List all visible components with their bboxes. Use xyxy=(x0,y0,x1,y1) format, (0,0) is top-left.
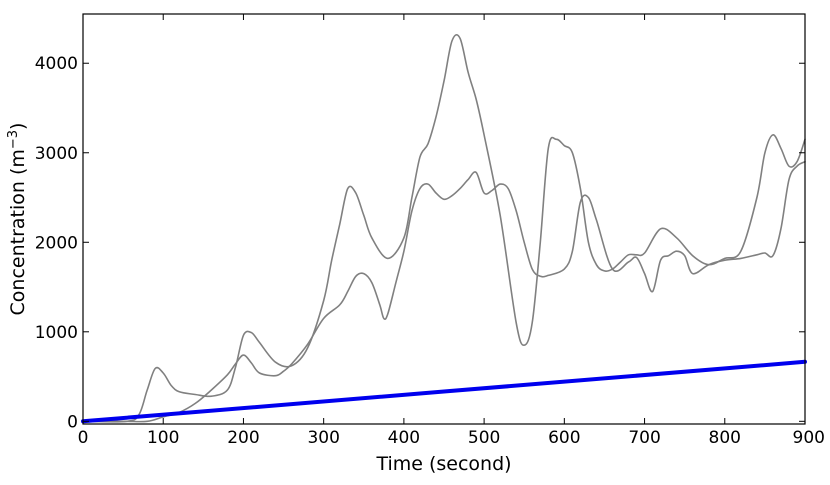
x-tick-label: 800 xyxy=(709,428,741,448)
y-axis-label-main: Concentration (m xyxy=(7,149,29,315)
series-layer xyxy=(81,34,807,424)
series-line-1 xyxy=(82,34,806,423)
x-tick-label: 700 xyxy=(628,428,660,448)
x-tick-label: 400 xyxy=(388,428,420,448)
x-tick-label: 300 xyxy=(307,428,339,448)
y-tick-label: 0 xyxy=(67,412,78,432)
x-tick-label: 0 xyxy=(78,428,89,448)
x-axis-label: Time (second) xyxy=(375,453,511,475)
series-line-2 xyxy=(82,160,806,423)
y-tick-label: 3000 xyxy=(35,144,78,164)
x-tick-label: 100 xyxy=(147,428,179,448)
x-tick-label: 200 xyxy=(227,428,259,448)
y-tick-label: 1000 xyxy=(35,323,78,343)
x-tick-label: 900 xyxy=(793,428,825,448)
x-tick-label: 600 xyxy=(548,428,580,448)
x-tick-label: 500 xyxy=(468,428,500,448)
plot-frame xyxy=(82,13,806,425)
series-line-3 xyxy=(81,359,807,424)
y-ticks: 0 1000 2000 3000 4000 xyxy=(35,54,805,432)
y-tick-label: 4000 xyxy=(35,54,78,74)
y-axis-label-close: ) xyxy=(7,123,29,130)
y-tick-label: 2000 xyxy=(35,233,78,253)
y-axis-label: Concentration (m−3) xyxy=(6,123,29,316)
y-axis-label-superscript: −3 xyxy=(6,130,21,149)
x-ticks: 0 100 200 300 400 500 600 700 800 900 xyxy=(78,14,825,448)
